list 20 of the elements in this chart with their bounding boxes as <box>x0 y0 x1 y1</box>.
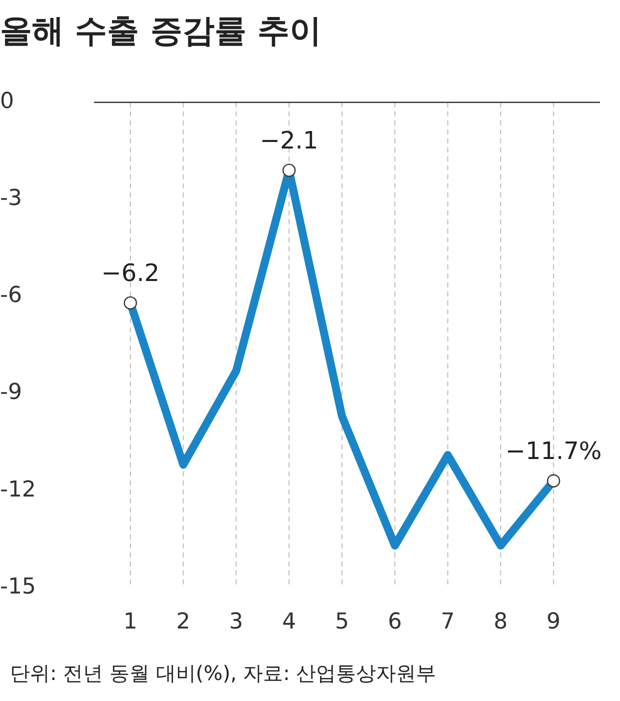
chart-title: 올해 수출 증감률 추이 <box>0 12 322 50</box>
y-tick-label: -9 <box>0 380 22 406</box>
data-label: −2.1 <box>260 126 318 155</box>
data-label: −6.2 <box>101 259 160 288</box>
y-tick-label: -15 <box>0 574 36 600</box>
x-tick-label: 3 <box>229 610 244 635</box>
y-tick-label: 0 <box>0 89 14 114</box>
y-tick-label: -6 <box>0 283 22 308</box>
x-tick-label: 6 <box>388 610 402 635</box>
text: 단위: 전년 동월 대비(%), 자료: 산업통상자원부 <box>10 660 436 687</box>
data-label: −11.7% <box>505 437 602 466</box>
x-tick-label: 2 <box>176 610 190 635</box>
x-tick-label: 4 <box>282 610 296 635</box>
x-tick-label: 8 <box>494 610 508 635</box>
x-tick-label: 5 <box>334 610 349 635</box>
x-tick-label: 7 <box>440 610 455 635</box>
x-tick-label: 1 <box>123 610 138 635</box>
y-tick-label: -3 <box>0 186 22 212</box>
y-tick-label: -12 <box>0 477 36 502</box>
x-tick-label: 9 <box>546 610 561 635</box>
